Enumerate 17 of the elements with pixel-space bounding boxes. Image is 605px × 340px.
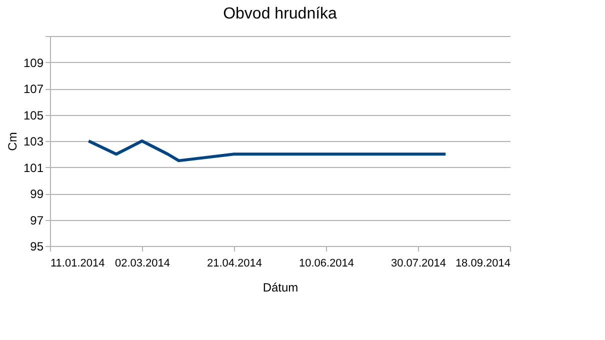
x-tick-label: 21.04.2014 [206, 258, 262, 270]
x-tick-label: 11.01.2014 [50, 258, 105, 270]
y-tick-label: 103 [23, 134, 44, 148]
x-tick-label: 10.06.2014 [298, 258, 354, 270]
y-axis-title: Cm [5, 132, 20, 151]
x-axis-title: Dátum [262, 280, 298, 294]
x-tick-label: 18.09.2014 [455, 258, 510, 270]
y-tick-label: 109 [23, 56, 44, 70]
y-tick-label: 105 [23, 108, 44, 122]
y-tick-label: 101 [23, 160, 44, 175]
chart-title: Obvod hrudníka [223, 6, 338, 22]
y-tick-label: 95 [30, 240, 44, 254]
x-tick-label: 02.03.2014 [114, 258, 170, 270]
y-tick-label: 99 [30, 187, 44, 201]
x-tick-label: 30.07.2014 [390, 258, 446, 270]
y-tick-label: 107 [23, 82, 44, 96]
y-tick-label: 97 [30, 213, 44, 228]
